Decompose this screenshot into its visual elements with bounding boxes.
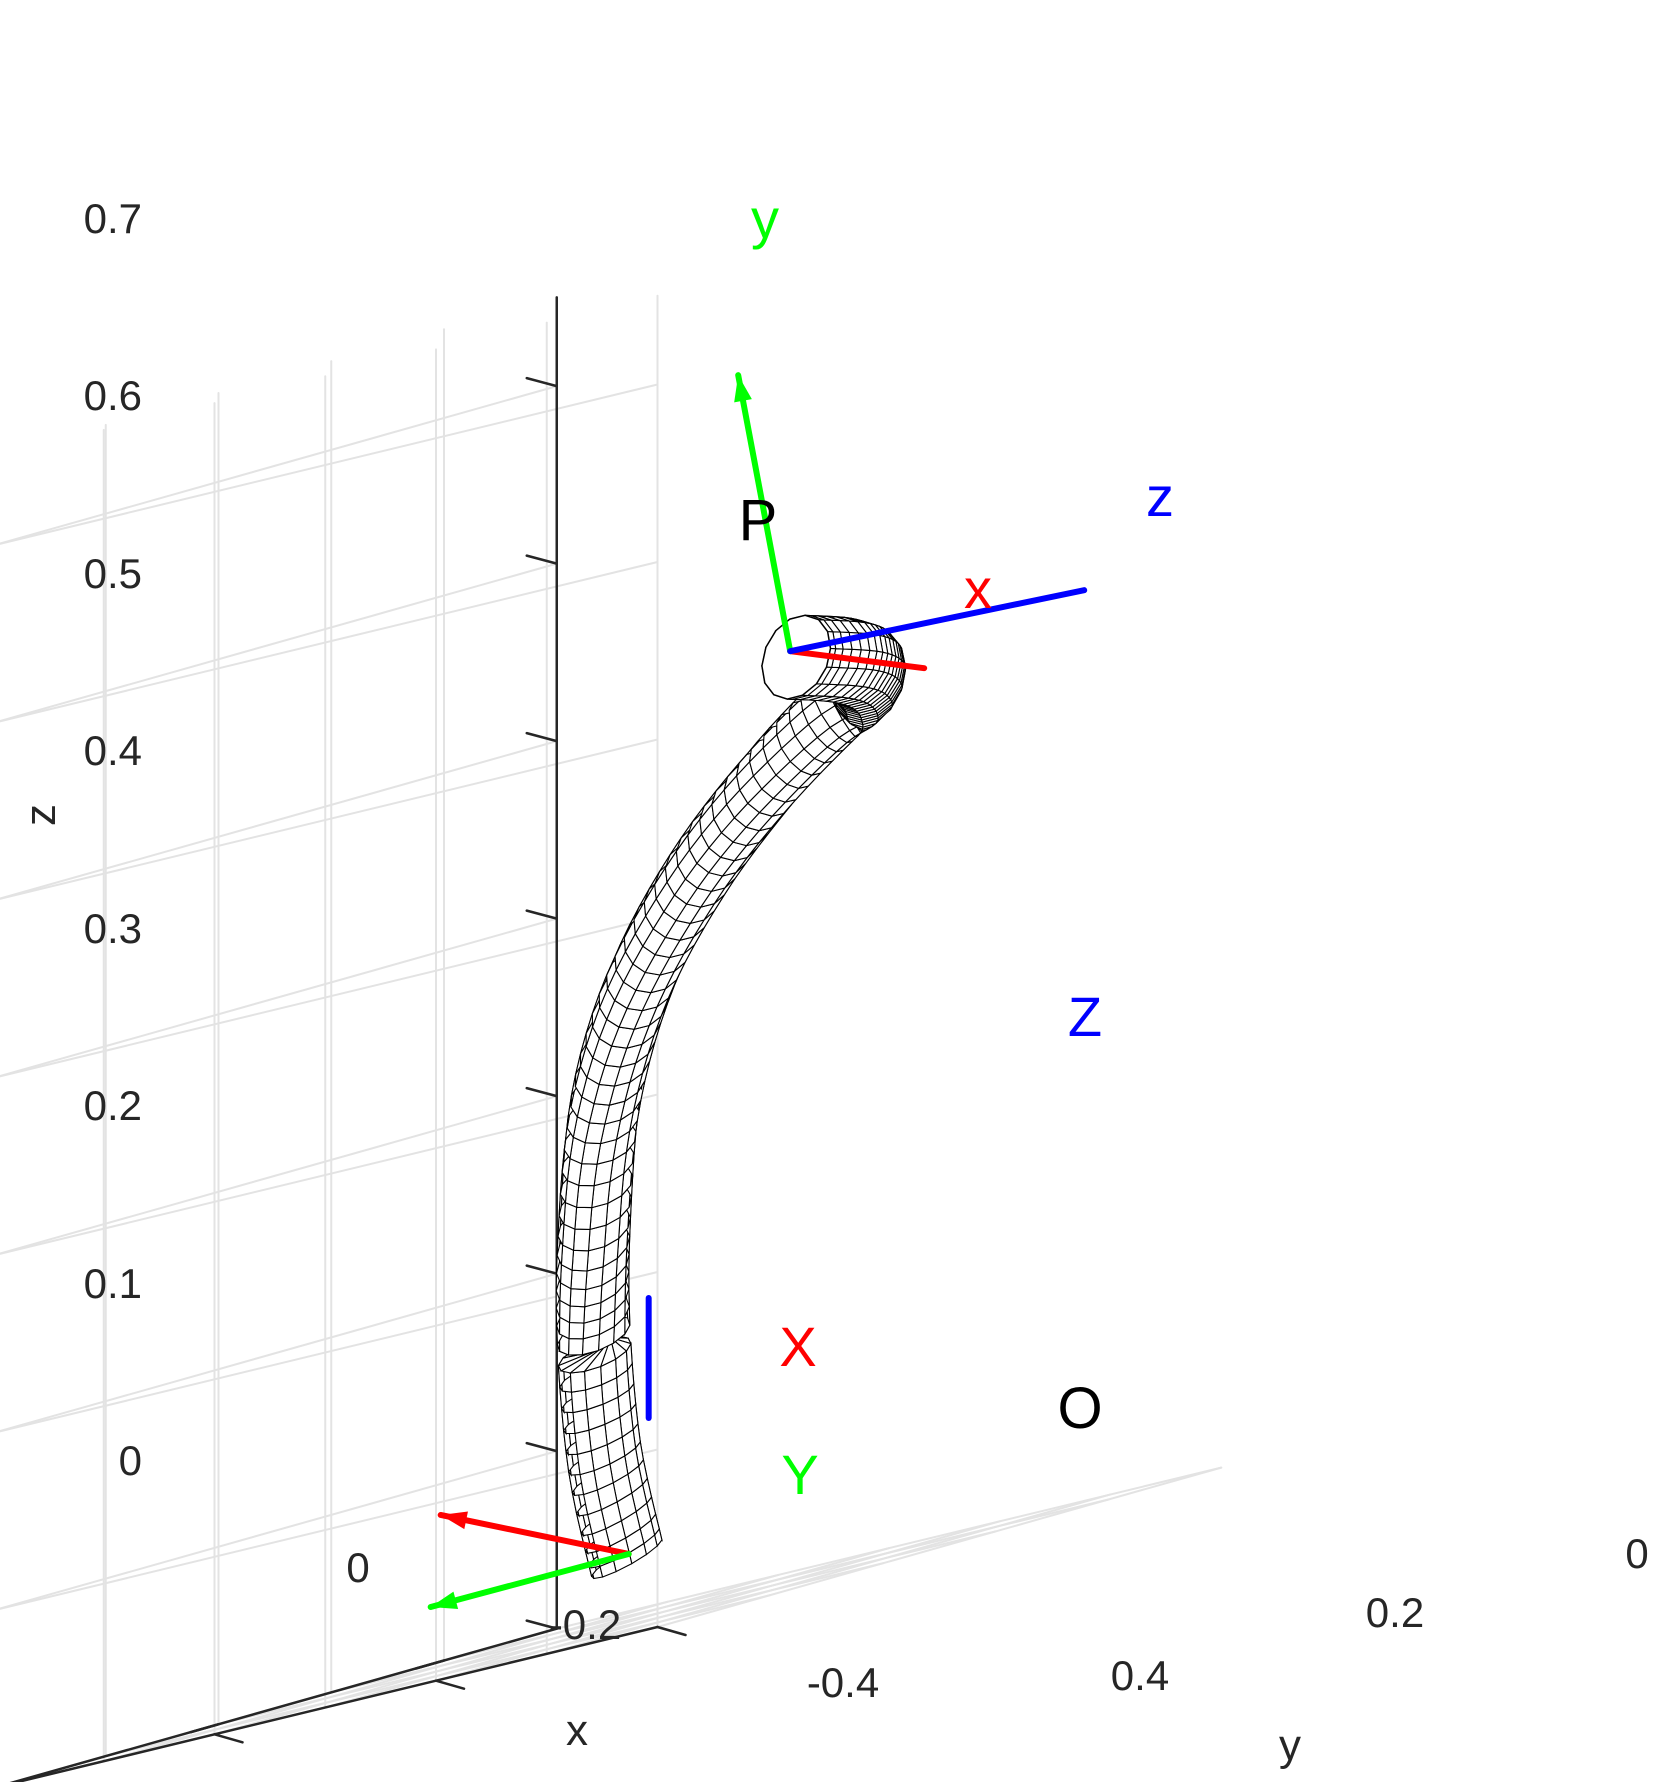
z-tick-label-3: 0.3 [84, 905, 142, 952]
tube-face [576, 1450, 595, 1476]
grid-line [0, 561, 659, 723]
tube-face [572, 1228, 591, 1252]
grid-line [102, 1600, 669, 1763]
axis-lines [9, 296, 687, 1782]
grid-line [0, 1095, 558, 1255]
z-tick-label-4: 0.4 [84, 727, 142, 774]
tube-end-cap [761, 614, 832, 700]
z-tick [525, 554, 558, 565]
frame-p-x-label: x [964, 557, 992, 620]
tube-face [571, 1249, 590, 1272]
grid-line [0, 1450, 558, 1610]
grid-line [545, 1493, 1112, 1655]
z-tick [525, 1619, 558, 1630]
point-label-o: O [1057, 1376, 1102, 1441]
z-axis-label: z [16, 804, 65, 826]
tube-face [574, 1429, 592, 1455]
grid-line [0, 562, 558, 723]
y-tick-label-1: 0.2 [1366, 1589, 1424, 1636]
x-axis-line [9, 1627, 558, 1782]
z-tick [525, 1441, 558, 1453]
frame-p-y-arrow-head [734, 375, 752, 403]
frame-o-y-label: Y [781, 1443, 818, 1506]
tube-face [570, 1269, 588, 1291]
grid-line [0, 1093, 659, 1255]
tube-face [570, 1389, 588, 1414]
frame-o-x-label: X [779, 1315, 816, 1378]
z-tick-label-6: 0.6 [84, 372, 142, 419]
frame-p-y-arrow [735, 372, 794, 655]
tube-face [569, 1370, 587, 1393]
z-tick-label-7: 0.7 [84, 195, 142, 242]
tube-face [568, 1305, 586, 1324]
grid-line [435, 1520, 1001, 1682]
z-tick [525, 1264, 558, 1275]
z-tick [525, 731, 558, 743]
z-tick [525, 909, 558, 920]
grid-line [0, 1271, 659, 1433]
grid-line [0, 1272, 558, 1433]
coordinate-frames [427, 372, 1088, 1610]
tube-mesh [555, 614, 907, 1580]
frame-o-x-arrow-head [440, 1511, 468, 1530]
z-tick [525, 1086, 558, 1098]
z-tick [525, 376, 558, 388]
grid-line [0, 1448, 659, 1610]
grid-line [0, 738, 659, 900]
x-tick [189, 1722, 220, 1734]
tube-face [569, 1288, 587, 1308]
z-tick-label-1: 0.1 [84, 1260, 142, 1307]
x-tick-label-2: -0.4 [807, 1659, 879, 1706]
z-tick-label-2: 0.2 [84, 1082, 142, 1129]
y-axis-label: y [1279, 1721, 1301, 1770]
y-tick [656, 1625, 687, 1637]
y-axis-line [12, 1625, 659, 1782]
point-label-p: P [739, 488, 778, 553]
y-tick [213, 1733, 244, 1744]
tube-face [568, 1321, 585, 1340]
z-tick-label-5: 0.5 [84, 550, 142, 597]
x-tick-label-1: -0.2 [549, 1601, 621, 1648]
frame-p-x-arrow [787, 648, 928, 672]
frame-o-y-arrow-head [430, 1591, 459, 1609]
frame-o-z-label: Z [1068, 985, 1102, 1048]
y-tick [434, 1679, 466, 1690]
y-tick-label-0: 0 [1625, 1530, 1648, 1577]
grid-line [0, 917, 558, 1078]
grid-line [0, 740, 558, 900]
grid-line [656, 1466, 1223, 1628]
frame-p-y-label: y [751, 187, 779, 250]
frame-o-x-arrow [437, 1511, 632, 1557]
grid-line [0, 916, 659, 1078]
y-tick-label-2: 0.4 [1111, 1652, 1169, 1699]
tube-face [567, 1338, 584, 1356]
x-tick [414, 1659, 446, 1670]
tube-face [575, 1184, 595, 1209]
x-axis-label: x [566, 1706, 588, 1755]
tube-face [572, 1409, 590, 1435]
z-tick-label-0: 0 [119, 1437, 142, 1484]
grid-line [324, 1547, 890, 1709]
x-tick-label-0: 0 [346, 1544, 369, 1591]
frame-o-y-arrow [427, 1550, 632, 1610]
grid-line [0, 383, 659, 545]
grid-line [213, 1573, 780, 1736]
frame-p-z-arrow [787, 587, 1088, 655]
tube-face [574, 1206, 593, 1230]
grid-line [0, 385, 558, 545]
frame-p-z-label: z [1146, 465, 1174, 528]
